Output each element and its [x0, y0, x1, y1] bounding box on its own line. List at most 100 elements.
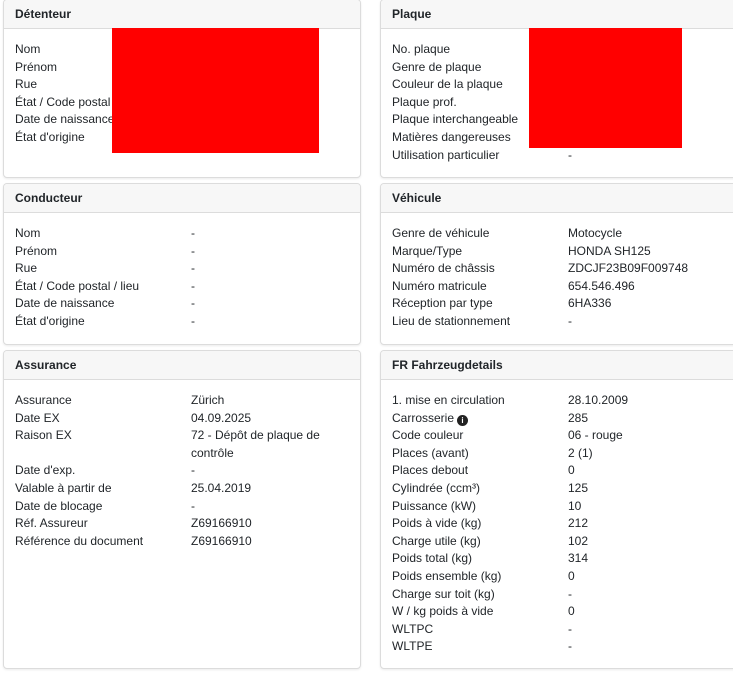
- field-value: -: [568, 586, 572, 601]
- field-label-text: Charge sur toit (kg): [392, 586, 495, 601]
- field-row: Prénom -: [15, 243, 360, 261]
- field-label-text: Utilisation particulier: [392, 147, 500, 162]
- field-value: 10: [568, 498, 582, 513]
- field-label-text: Date EX: [15, 410, 60, 425]
- card-title: Plaque: [381, 0, 733, 29]
- field-label: Numéro de châssis: [392, 260, 568, 278]
- field-value: 314: [568, 551, 589, 566]
- field-label: État / Code postal / lieu: [15, 94, 191, 112]
- field-row: Réception par type 6HA336: [392, 295, 733, 313]
- field-label-text: Poids ensemble (kg): [392, 568, 502, 583]
- card-title: FR Fahrzeugdetails: [381, 351, 733, 380]
- field-row: Poids total (kg) 314: [392, 550, 733, 568]
- field-value: -: [191, 498, 195, 513]
- field-value: 0: [568, 463, 575, 478]
- field-label-text: Poids total (kg): [392, 551, 473, 566]
- card-fr-fahrzeugdetails: FR Fahrzeugdetails 1. mise en circulation…: [380, 350, 733, 669]
- field-row: Utilisation particulier -: [392, 147, 733, 165]
- field-value: 0: [568, 568, 575, 583]
- field-value: -: [191, 278, 195, 293]
- field-label: Genre de véhicule: [392, 225, 568, 243]
- field-row: WLTPC -: [392, 621, 733, 639]
- field-label-text: Code couleur: [392, 428, 464, 443]
- field-value: 04.09.2025: [191, 410, 252, 425]
- field-label-text: 1. mise en circulation: [392, 393, 505, 407]
- field-row: Cylindrée (ccm³) 125: [392, 480, 733, 498]
- field-label: Nom: [15, 225, 191, 243]
- card-conducteur: Conducteur Nom - Prénom - Rue - État / Code pos…: [3, 183, 361, 345]
- field-value: 2 (1): [568, 445, 593, 460]
- field-label-text: Cylindrée (ccm³): [392, 480, 481, 495]
- field-row: Date d'exp. -: [15, 462, 360, 480]
- field-label: Nom: [15, 41, 191, 59]
- field-label: Référence du document: [15, 533, 191, 551]
- field-row: Date de naissance: [15, 111, 360, 129]
- field-label-text: Numéro de châssis: [392, 261, 495, 276]
- field-row: Matières dangereuses: [392, 129, 733, 147]
- field-label-text: État d'origine: [15, 129, 85, 144]
- card-title: Détenteur: [4, 0, 360, 29]
- field-row: Date de blocage -: [15, 498, 360, 516]
- field-row: Plaque interchangeable: [392, 111, 733, 129]
- field-label: État / Code postal / lieu: [15, 278, 191, 296]
- field-row: Places (avant) 2 (1): [392, 445, 733, 463]
- field-value: 06 - rouge: [568, 428, 623, 443]
- field-row: Référence du document Z69166910: [15, 533, 360, 551]
- field-value: 125: [568, 480, 589, 495]
- field-label-text: Référence du document: [15, 533, 144, 548]
- field-label-text: Date de blocage: [15, 498, 103, 513]
- field-row: Rue: [15, 76, 360, 94]
- field-label-text: Places (avant): [392, 445, 469, 460]
- field-value: -: [191, 313, 195, 328]
- field-value: Motocycle: [568, 226, 623, 240]
- field-label: Date de blocage: [15, 498, 191, 516]
- field-label: Prénom: [15, 243, 191, 261]
- field-row: État d'origine: [15, 129, 360, 147]
- field-row: Date EX 04.09.2025: [15, 410, 360, 428]
- field-label-text: Date d'exp.: [15, 463, 76, 478]
- field-value: ZDCJF23B09F009748: [568, 261, 689, 276]
- field-row: État d'origine -: [15, 313, 360, 331]
- field-label: Plaque interchangeable: [392, 111, 568, 129]
- card-assurance: Assurance Assurance Zürich Date EX 04.09.202…: [3, 350, 361, 669]
- card-body: Nom Prénom Rue État / Code postal / lieu Dat…: [4, 29, 360, 147]
- field-row: Genre de plaque: [392, 59, 733, 77]
- field-value: -: [191, 296, 195, 311]
- field-value: -: [568, 621, 572, 636]
- field-label: Charge sur toit (kg): [392, 586, 568, 604]
- field-label-text: Plaque prof.: [392, 94, 457, 109]
- field-row: W / kg poids à vide 0: [392, 603, 733, 621]
- field-label: Plaque prof.: [392, 94, 568, 112]
- field-row: État / Code postal / lieu -: [15, 278, 360, 296]
- field-label-text: Prénom: [15, 243, 58, 258]
- field-label: Rue: [15, 260, 191, 278]
- field-row: Lieu de stationnement -: [392, 313, 733, 331]
- field-label: Date de naissance: [15, 111, 191, 129]
- field-label: Valable à partir de: [15, 480, 191, 498]
- field-label: Numéro matricule: [392, 278, 568, 296]
- card-title: Véhicule: [381, 184, 733, 213]
- field-label-text: Raison EX: [15, 428, 72, 443]
- field-row: Puissance (kW) 10: [392, 498, 733, 516]
- field-value: 0: [568, 604, 575, 619]
- field-label: Poids total (kg): [392, 550, 568, 568]
- field-label: Rue: [15, 76, 191, 94]
- field-label-text: État / Code postal / lieu: [15, 278, 140, 293]
- field-row: 1. mise en circulation 28.10.2009: [392, 392, 733, 410]
- field-label: Réf. Assureur: [15, 515, 191, 533]
- info-circle-icon[interactable]: i: [457, 414, 469, 426]
- field-row: Date de naissance -: [15, 295, 360, 313]
- field-value: 654.546.496: [568, 278, 635, 293]
- field-label-text: Matières dangereuses: [392, 129, 511, 144]
- field-value: Z69166910: [191, 516, 252, 531]
- field-row: Réf. Assureur Z69166910: [15, 515, 360, 533]
- field-row: Raison EX 72 - Dépôt de plaque de contrôl…: [15, 427, 360, 462]
- field-label: État d'origine: [15, 129, 191, 147]
- field-row: Nom: [15, 41, 360, 59]
- field-label: Assurance: [15, 392, 191, 410]
- field-label: 1. mise en circulation: [392, 392, 568, 410]
- field-row: No. plaque: [392, 41, 733, 59]
- field-row: Charge sur toit (kg) -: [392, 586, 733, 604]
- field-value: -: [568, 313, 572, 328]
- field-label: Lieu de stationnement: [392, 313, 568, 331]
